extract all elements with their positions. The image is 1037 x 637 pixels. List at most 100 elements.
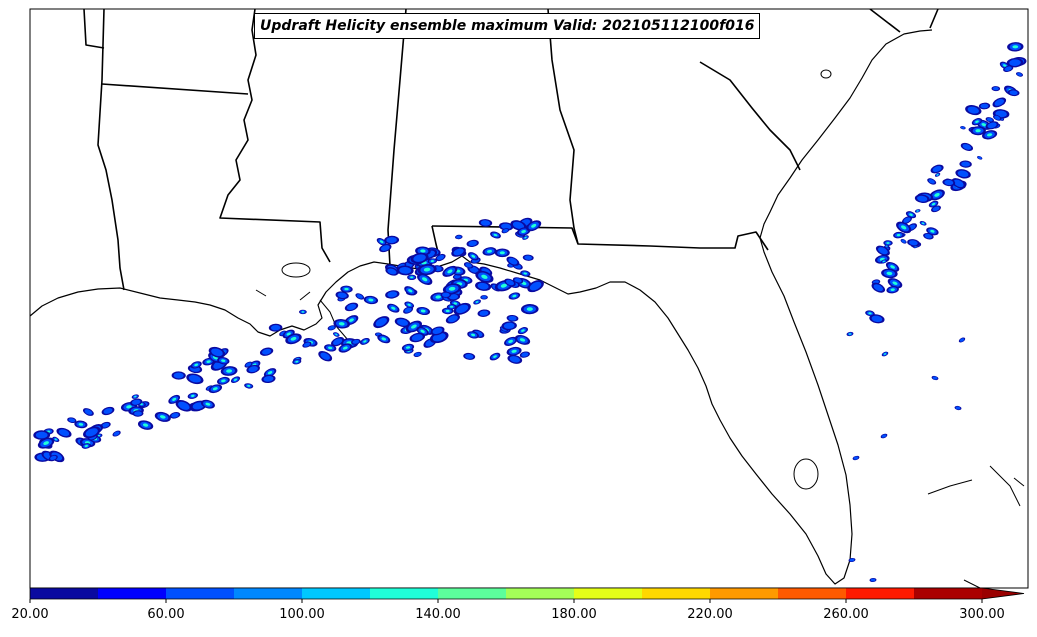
helicity-cell-contour bbox=[103, 408, 113, 414]
helicity-cell bbox=[522, 254, 534, 261]
helicity-cell-contour bbox=[447, 269, 453, 274]
helicity-cell-contour bbox=[886, 271, 893, 276]
helicity-cell bbox=[299, 309, 307, 315]
helicity-cell-contour bbox=[346, 303, 357, 310]
helicity-cell bbox=[101, 406, 115, 416]
helicity-cell bbox=[220, 366, 238, 376]
helicity-cell-contour bbox=[878, 247, 888, 255]
helicity-cell bbox=[880, 259, 887, 264]
helicity-cell bbox=[927, 178, 937, 185]
helicity-cell-contour bbox=[85, 428, 98, 437]
helicity-cell bbox=[350, 338, 361, 345]
helicity-cell bbox=[498, 222, 514, 231]
helicity-cell bbox=[340, 285, 353, 293]
colorbar-tick-label: 300.00 bbox=[959, 607, 1005, 622]
helicity-cell bbox=[327, 325, 336, 331]
helicity-cell-contour bbox=[526, 307, 533, 311]
helicity-cell bbox=[37, 437, 55, 449]
helicity-cell-contour bbox=[344, 287, 349, 291]
helicity-cell-contour bbox=[932, 206, 940, 212]
helicity-cell-contour bbox=[414, 352, 421, 357]
helicity-cell bbox=[880, 433, 888, 439]
colorbar-bin bbox=[438, 588, 506, 599]
helicity-cell bbox=[527, 280, 544, 293]
helicity-cell bbox=[959, 160, 972, 168]
ok-tx-border bbox=[83, 8, 105, 49]
helicity-cell-contour bbox=[423, 267, 431, 272]
helicity-cell bbox=[154, 411, 171, 422]
helicity-cell bbox=[520, 270, 531, 277]
helicity-cell bbox=[401, 343, 415, 352]
helicity-cell bbox=[404, 301, 415, 309]
helicity-cell bbox=[914, 209, 921, 213]
helicity-cell-contour bbox=[479, 310, 489, 316]
helicity-cell-contour bbox=[375, 317, 387, 327]
helicity-cell bbox=[74, 420, 88, 429]
helicity-cell bbox=[475, 270, 494, 283]
helicity-cell bbox=[417, 264, 437, 276]
helicity-cell bbox=[942, 178, 956, 187]
helicity-cell bbox=[333, 319, 350, 329]
helicity-cell-contour bbox=[248, 366, 258, 373]
helicity-cell bbox=[453, 302, 471, 315]
nc-sc-border bbox=[869, 8, 939, 33]
helicity-cell-contour bbox=[454, 274, 461, 279]
helicity-cell bbox=[324, 344, 337, 352]
helicity-cell bbox=[521, 303, 539, 315]
helicity-cell-contour bbox=[84, 409, 93, 415]
colorbar-tick-label: 60.00 bbox=[147, 607, 185, 622]
helicity-cell bbox=[186, 373, 204, 385]
helicity-cell-contour bbox=[524, 255, 532, 260]
helicity-cell-contour bbox=[420, 249, 426, 253]
helicity-cell-contour bbox=[408, 289, 413, 293]
helicity-cell bbox=[81, 443, 92, 449]
helicity-cell-contour bbox=[422, 277, 428, 282]
colorbar-outline bbox=[29, 587, 1025, 600]
helicity-cell-contour bbox=[994, 115, 1001, 120]
helicity-cell bbox=[410, 252, 429, 264]
helicity-cell bbox=[446, 304, 457, 310]
helicity-cell-contour bbox=[928, 179, 935, 184]
helicity-cell-contour bbox=[873, 284, 884, 292]
helicity-cell-contour bbox=[511, 349, 517, 353]
helicity-cell bbox=[875, 245, 890, 256]
helicity-cell bbox=[901, 216, 913, 224]
helicity-cell bbox=[440, 291, 452, 298]
colorbar-bin bbox=[846, 588, 914, 599]
helicity-cell-contour bbox=[290, 336, 297, 341]
helicity-cell bbox=[514, 334, 531, 345]
helicity-cell-contour bbox=[411, 334, 423, 341]
helicity-cell bbox=[285, 333, 302, 345]
helicity-cell bbox=[344, 302, 359, 312]
helicity-cell-contour bbox=[471, 333, 476, 337]
helicity-cell bbox=[379, 243, 392, 253]
helicity-cell-contour bbox=[432, 327, 443, 335]
helicity-cell bbox=[385, 290, 400, 299]
helicity-cell bbox=[881, 268, 898, 279]
helicity-cell bbox=[244, 361, 253, 368]
bahamas-islands bbox=[927, 465, 1025, 589]
helicity-cell bbox=[132, 410, 144, 417]
helicity-cell bbox=[435, 253, 446, 262]
helicity-cell-contour bbox=[379, 240, 384, 244]
helicity-cell-contour bbox=[987, 122, 997, 129]
helicity-cell-contour bbox=[448, 294, 459, 300]
al-ga-border bbox=[547, 8, 579, 245]
helicity-cell-contour bbox=[932, 165, 942, 173]
helicity-cell bbox=[978, 102, 991, 110]
helicity-cell-contour bbox=[456, 304, 469, 314]
helicity-cell-contour bbox=[931, 202, 936, 206]
helicity-cell-contour bbox=[881, 434, 887, 438]
helicity-cell-contour bbox=[986, 133, 993, 137]
helicity-cell bbox=[230, 376, 241, 384]
helicity-cell-contour bbox=[113, 431, 120, 436]
helicity-cell bbox=[482, 247, 497, 256]
helicity-cell bbox=[318, 350, 333, 362]
helicity-cell bbox=[869, 314, 885, 324]
helicity-cell bbox=[965, 105, 982, 116]
ar-la-border bbox=[101, 83, 249, 95]
helicity-cell bbox=[413, 351, 422, 357]
helicity-cell bbox=[442, 265, 458, 277]
helicity-cell bbox=[934, 172, 941, 177]
helicity-cell bbox=[955, 169, 971, 179]
